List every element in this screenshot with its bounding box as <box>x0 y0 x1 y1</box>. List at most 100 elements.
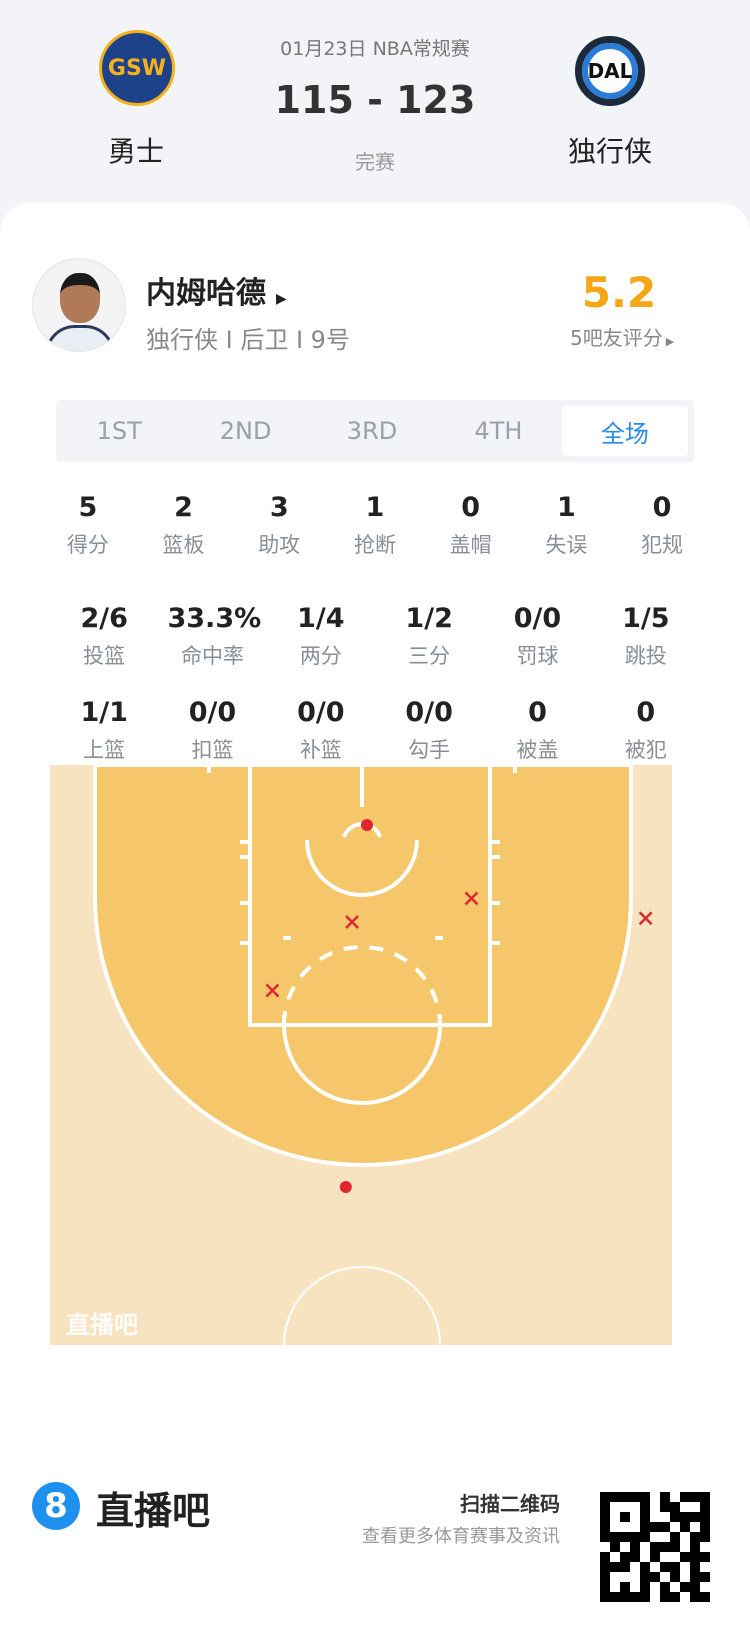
stat-value: 1 <box>556 492 576 523</box>
stat-label: 两分 <box>299 644 342 668</box>
missed-shot-x <box>265 983 280 998</box>
shot-chart-court: 直播吧 <box>50 765 672 1345</box>
stat-stats_row2-2: 1/4 两分 <box>276 603 366 670</box>
stat-label: 扣篮 <box>191 738 234 762</box>
stat-label: 跳投 <box>624 644 667 668</box>
stat-stats_row2-4: 0/0 罚球 <box>492 603 582 670</box>
stat-value: 0 <box>652 492 672 523</box>
made-shot-dot <box>360 819 373 831</box>
stat-label: 抢断 <box>353 533 396 557</box>
restricted-area <box>305 839 419 897</box>
gsw-logo[interactable]: GSW <box>99 30 175 106</box>
player-name: 内姆哈德 <box>146 276 266 311</box>
tab-full-game[interactable]: 全场 <box>561 406 689 456</box>
stat-value: 33.3% <box>167 603 262 634</box>
stat-label: 上篮 <box>83 738 126 762</box>
stat-value: 0 <box>528 697 547 728</box>
stat-label: 投篮 <box>83 644 126 668</box>
stat-stats_row1-2: 3 助攻 <box>234 492 324 559</box>
brand-name: 直播吧 <box>96 1489 211 1533</box>
center-circle <box>283 1266 441 1345</box>
stat-stats_row2-5: 1/5 跳投 <box>601 603 691 670</box>
stat-stats_row1-5: 1 失误 <box>521 492 611 559</box>
stat-label: 篮板 <box>162 533 205 557</box>
stat-value: 1 <box>365 492 385 523</box>
stat-label: 失误 <box>545 533 588 557</box>
tab-4th[interactable]: 4TH <box>474 417 523 445</box>
stat-label: 补篮 <box>299 738 342 762</box>
stat-value: 1/1 <box>80 697 128 728</box>
stats-row-basic: 5 得分 2 篮板 3 助攻 1 抢断 0 盖帽 1 失误 0 犯规 <box>40 492 710 559</box>
stat-value: 0/0 <box>513 603 562 634</box>
stat-label: 助攻 <box>258 533 301 557</box>
lane <box>248 765 492 1027</box>
stat-value: 1/4 <box>297 603 345 634</box>
stat-stats_row2-3: 1/2 三分 <box>384 603 474 670</box>
made-shot-dot <box>339 1181 352 1194</box>
stat-value: 5 <box>78 492 98 523</box>
stat-value: 0/0 <box>297 697 345 728</box>
stat-value: 0 <box>461 492 481 523</box>
stat-value: 2/6 <box>80 603 128 634</box>
stat-value: 3 <box>269 492 289 523</box>
stat-label: 被盖 <box>516 738 559 762</box>
stat-label: 犯规 <box>641 533 684 557</box>
player-rating: 5.2 <box>581 268 657 317</box>
stat-value: 0 <box>636 697 656 728</box>
stat-stats_row1-3: 1 抢断 <box>330 492 420 559</box>
stat-label: 得分 <box>66 533 109 557</box>
free-throw-circle-top <box>282 945 442 1026</box>
stats-row-shot-types: 1/1 上篮 0/0 扣篮 0/0 补篮 0/0 勾手 0 被盖 0 被犯 <box>50 697 700 764</box>
away-team-name[interactable]: 独行侠 <box>567 135 652 168</box>
stat-label: 三分 <box>408 644 451 668</box>
stat-value: 0/0 <box>405 697 453 728</box>
rating-label: 5吧友评分 <box>570 326 663 350</box>
dal-logo[interactable]: DAL <box>575 36 645 106</box>
match-score: 115 - 123 <box>274 78 476 122</box>
scan-qr-label: 扫描二维码 <box>460 1492 560 1516</box>
missed-shot-x <box>638 911 653 926</box>
stat-stats_row2-0: 2/6 投篮 <box>59 603 149 670</box>
stat-stats_row1-1: 2 篮板 <box>139 492 229 559</box>
tab-1st[interactable]: 1ST <box>96 417 142 445</box>
player-avatar[interactable] <box>32 258 126 352</box>
stat-stats_row3-1: 0/0 扣篮 <box>167 697 257 764</box>
stat-value: 2 <box>174 492 193 523</box>
missed-shot-x <box>464 891 479 906</box>
qr-code[interactable] <box>600 1492 710 1602</box>
match-status: 完赛 <box>355 150 395 174</box>
player-name-link[interactable]: 内姆哈德 ▶ <box>146 268 287 312</box>
lane-hash-marks <box>207 765 517 945</box>
stat-label: 被犯 <box>624 738 667 762</box>
gsw-logo-text: GSW <box>107 55 167 81</box>
stat-stats_row1-6: 0 犯规 <box>617 492 707 559</box>
stat-stats_row3-0: 1/1 上篮 <box>59 697 149 764</box>
home-team-name[interactable]: 勇士 <box>107 135 164 168</box>
stat-stats_row2-1: 33.3% 命中率 <box>167 603 262 670</box>
stat-stats_row3-3: 0/0 勾手 <box>384 697 474 764</box>
stat-label: 罚球 <box>516 644 559 668</box>
stat-stats_row3-4: 0 被盖 <box>492 697 582 764</box>
stat-stats_row3-5: 0 被犯 <box>601 697 691 764</box>
scan-qr-sub: 查看更多体育赛事及资讯 <box>362 1526 560 1547</box>
stat-label: 盖帽 <box>449 533 492 557</box>
period-tabs: 1ST 2ND 3RD 4TH 全场 <box>56 400 694 462</box>
caret-right-icon: ▶ <box>276 291 287 307</box>
stats-row-shooting: 2/6 投篮 33.3% 命中率 1/4 两分 1/2 三分 0/0 罚球 1/5 跳投 <box>50 603 700 670</box>
tab-3rd[interactable]: 3RD <box>346 417 398 445</box>
stat-value: 1/5 <box>622 603 670 634</box>
stat-stats_row3-2: 0/0 补篮 <box>276 697 366 764</box>
stat-label: 命中率 <box>180 644 244 668</box>
caret-right-icon: ▶ <box>665 335 675 348</box>
stat-value: 0/0 <box>188 697 237 728</box>
rating-link[interactable]: 5吧友评分 ▶ <box>570 322 674 351</box>
stat-label: 勾手 <box>408 738 451 762</box>
dal-logo-text: DAL <box>587 59 633 83</box>
three-point-line <box>93 765 633 1167</box>
stat-stats_row1-0: 5 得分 <box>43 492 133 559</box>
watermark: 直播吧 <box>66 1311 138 1339</box>
stat-value: 1/2 <box>405 603 453 634</box>
brand-logo-icon: 8 <box>32 1482 80 1530</box>
free-throw-circle-bottom <box>282 1015 442 1105</box>
tab-2nd[interactable]: 2ND <box>219 417 272 445</box>
